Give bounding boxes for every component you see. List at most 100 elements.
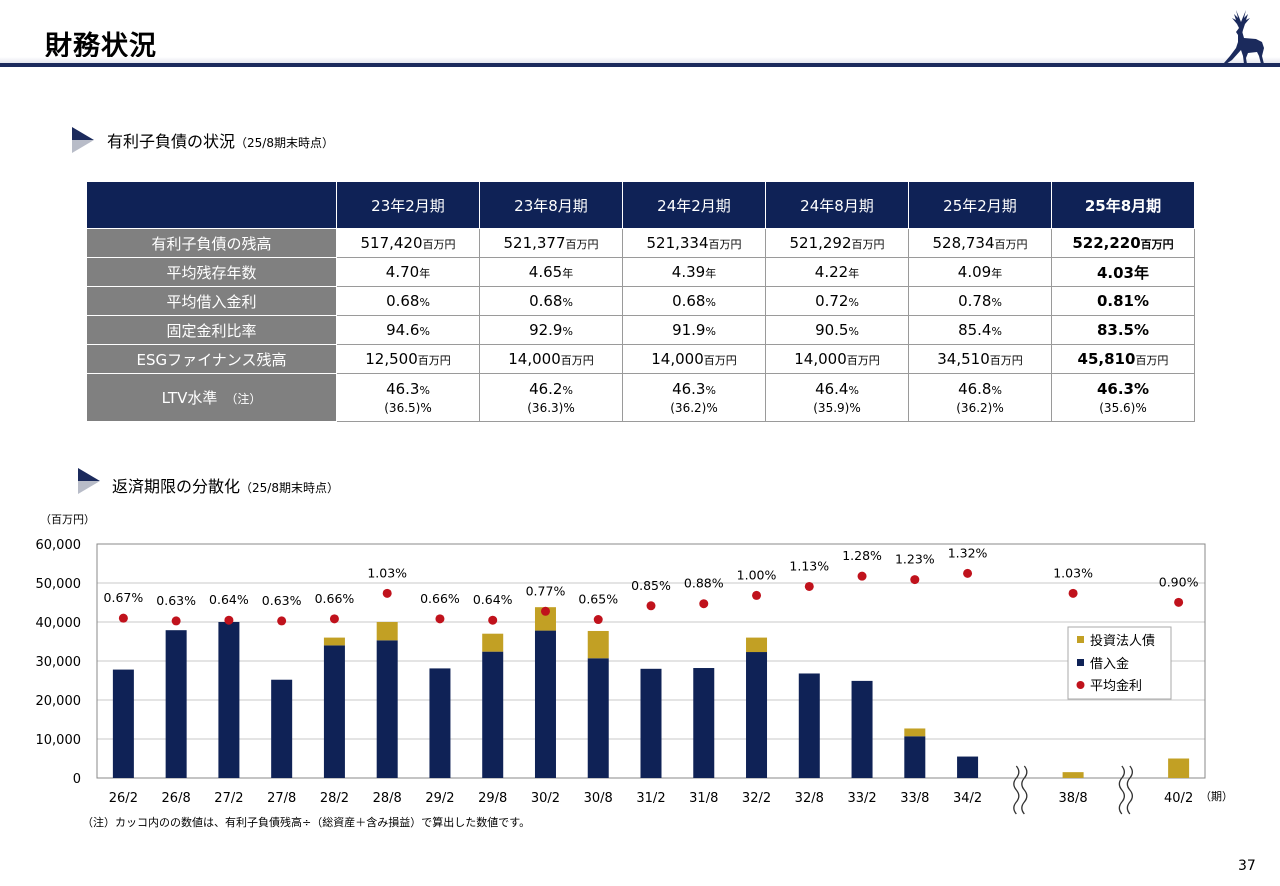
rate-point: [171, 616, 181, 626]
rate-label: 0.77%: [526, 583, 566, 598]
cell-value: 90.5: [815, 321, 849, 339]
table-cell: 46.8% (36.2)%: [908, 373, 1052, 422]
cell-unit: 百万円: [417, 354, 451, 367]
cell-unit: %: [1133, 321, 1150, 339]
x-tick-label: 30/8: [584, 791, 613, 806]
rate-label: 1.32%: [948, 545, 988, 560]
section-title-maturity: 返済期限の分散化（25/8期末時点）: [112, 473, 339, 497]
table-cell: 521,377百万円: [479, 228, 623, 258]
cell-value: 4.70: [385, 263, 420, 281]
cell-value: 4.03: [1096, 263, 1134, 282]
cell-unit: %: [991, 384, 1002, 397]
cell-unit: 年: [848, 267, 860, 280]
cell-value: 92.9: [529, 321, 563, 339]
table-cell: 521,292百万円: [765, 228, 909, 258]
bar-bond: [323, 637, 345, 646]
table-cell: 4.39年: [622, 257, 766, 287]
x-tick-label: 29/2: [425, 791, 454, 806]
cell-subvalue-unit: %: [1135, 401, 1147, 415]
x-tick-label: 31/8: [689, 791, 718, 806]
column-header: 24年8月期: [765, 181, 909, 229]
rate-label: 1.00%: [737, 567, 777, 582]
y-tick-label: 0: [73, 772, 81, 787]
header-divider: [0, 63, 1280, 67]
legend-swatch: [1077, 636, 1084, 643]
cell-subvalue-unit: %: [992, 401, 1004, 415]
table-cell: 92.9%: [479, 315, 623, 345]
cell-value: 12,500: [365, 350, 418, 368]
x-tick-label: 40/2: [1164, 791, 1193, 806]
bar-loan: [640, 668, 662, 778]
cell-unit: %: [419, 325, 430, 338]
cell-value: 34,510: [937, 350, 990, 368]
column-header: 23年2月期: [336, 181, 480, 229]
x-tick-label: 26/2: [109, 791, 138, 806]
cell-value: 4.22: [814, 263, 849, 281]
cell-value: 521,292: [789, 234, 852, 252]
rate-label: 1.13%: [789, 558, 829, 573]
rate-label: 0.67%: [104, 590, 144, 605]
rate-point: [910, 575, 920, 585]
cell-unit: 百万円: [1135, 354, 1169, 367]
x-tick-label: 32/8: [795, 791, 824, 806]
deer-logo-icon: [1224, 10, 1264, 64]
table-header-row: 23年2月期 23年8月期 24年2月期 24年8月期 25年2月期 25年8月…: [86, 181, 1195, 229]
cell-value: 0.72: [815, 292, 849, 310]
rate-label: 0.90%: [1159, 574, 1199, 589]
rate-label: 1.28%: [842, 548, 882, 563]
table-row: 固定金利比率 94.6% 92.9% 91.9% 90.5% 85.4% 83.5%: [86, 315, 1195, 345]
table-cell: 0.68%: [622, 286, 766, 316]
table-cell: 521,334百万円: [622, 228, 766, 258]
rate-point: [382, 588, 392, 598]
cell-subvalue: (36.3)%: [480, 401, 622, 415]
x-axis-unit-label: （期）: [1200, 790, 1233, 803]
cell-value: 46.3: [1096, 380, 1134, 398]
x-tick-label: 28/2: [320, 791, 349, 806]
axis-break-icon: [1021, 765, 1028, 815]
legend-swatch: [1076, 681, 1085, 689]
table-cell: 0.78%: [908, 286, 1052, 316]
cell-value: 4.39: [671, 263, 706, 281]
table-cell: 517,420百万円: [336, 228, 480, 258]
row-label-note: （注）: [225, 392, 262, 406]
cell-value: 83.5: [1096, 321, 1134, 339]
cell-value: 14,000: [508, 350, 561, 368]
cell-unit: 百万円: [560, 354, 594, 367]
bar-bond: [1062, 772, 1084, 778]
section-subtitle: （25/8期末時点）: [240, 481, 339, 495]
cell-value: 14,000: [651, 350, 704, 368]
cell-subvalue-number: (36.5): [384, 401, 421, 415]
cell-unit: 百万円: [703, 354, 737, 367]
bar-loan: [851, 680, 873, 778]
x-tick-label: 32/2: [742, 791, 771, 806]
x-tick-label: 33/2: [847, 791, 876, 806]
row-label: 平均残存年数: [166, 263, 257, 282]
x-tick-label: 26/8: [162, 791, 191, 806]
cell-unit: %: [562, 296, 573, 309]
cell-unit: %: [1133, 380, 1150, 398]
cell-unit: %: [1133, 292, 1150, 310]
rate-label: 0.65%: [578, 592, 618, 607]
rate-point: [699, 599, 709, 609]
column-header: 24年2月期: [622, 181, 766, 229]
cell-value: 521,334: [646, 234, 709, 252]
row-label: 固定金利比率: [166, 321, 257, 340]
rate-label: 0.66%: [315, 591, 355, 606]
table-cell: 0.68%: [479, 286, 623, 316]
cell-subvalue-unit: %: [420, 401, 432, 415]
cell-value: 0.68: [529, 292, 563, 310]
table-row: 平均借入金利 0.68% 0.68% 0.68% 0.72% 0.78% 0.81%: [86, 286, 1195, 316]
cell-value: 46.4: [815, 380, 849, 398]
cell-value: 91.9: [672, 321, 706, 339]
cell-unit: 百万円: [846, 354, 880, 367]
table-cell: 522,220百万円: [1051, 228, 1195, 258]
cell-unit: 百万円: [565, 238, 599, 251]
legend-label: 借入金: [1090, 656, 1129, 672]
cell-value: 94.6: [386, 321, 420, 339]
cell-value: 0.68: [386, 292, 420, 310]
legend-swatch: [1077, 659, 1084, 666]
cell-subvalue-number: (36.2): [956, 401, 993, 415]
cell-unit: 百万円: [708, 238, 742, 251]
cell-unit: %: [562, 325, 573, 338]
